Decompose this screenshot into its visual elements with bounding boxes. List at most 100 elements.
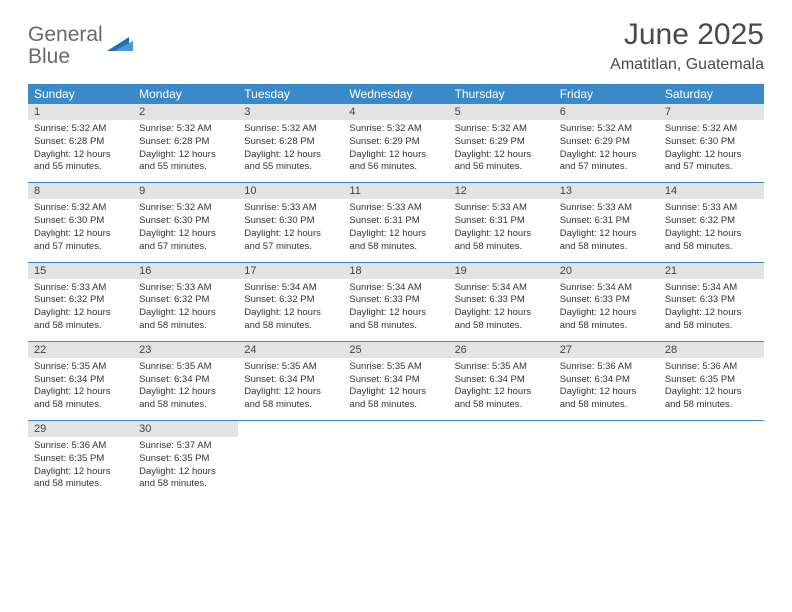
sunset-line: Sunset: 6:33 PM (455, 294, 548, 307)
day-content-cell: Sunrise: 5:32 AMSunset: 6:29 PMDaylight:… (554, 120, 659, 183)
location-label: Amatitlan, Guatemala (610, 56, 764, 74)
sunrise-line: Sunrise: 5:33 AM (244, 202, 337, 215)
sunset-line: Sunset: 6:33 PM (349, 294, 442, 307)
header: General Blue June 2025 Amatitlan, Guatem… (28, 18, 764, 74)
sunset-line: Sunset: 6:28 PM (244, 136, 337, 149)
daylight-line: Daylight: 12 hours and 55 minutes. (139, 149, 232, 175)
sunrise-line: Sunrise: 5:37 AM (139, 440, 232, 453)
logo-line1: General (28, 24, 103, 46)
day-number-cell: 1 (28, 104, 133, 120)
daylight-line: Daylight: 12 hours and 58 minutes. (665, 307, 758, 333)
daylight-line: Daylight: 12 hours and 57 minutes. (560, 149, 653, 175)
day-content-cell: Sunrise: 5:32 AMSunset: 6:30 PMDaylight:… (659, 120, 764, 183)
day-content-cell: Sunrise: 5:33 AMSunset: 6:31 PMDaylight:… (343, 199, 448, 262)
day-of-week-header: Saturday (659, 84, 764, 104)
day-of-week-row: SundayMondayTuesdayWednesdayThursdayFrid… (28, 84, 764, 104)
sunset-line: Sunset: 6:35 PM (34, 453, 127, 466)
day-content-cell: Sunrise: 5:35 AMSunset: 6:34 PMDaylight:… (133, 358, 238, 421)
sunset-line: Sunset: 6:31 PM (349, 215, 442, 228)
day-number-cell (343, 421, 448, 437)
day-content-row: Sunrise: 5:32 AMSunset: 6:30 PMDaylight:… (28, 199, 764, 262)
day-number-row: 1234567 (28, 104, 764, 120)
day-content-row: Sunrise: 5:33 AMSunset: 6:32 PMDaylight:… (28, 279, 764, 342)
sunset-line: Sunset: 6:35 PM (665, 374, 758, 387)
day-content-cell (554, 437, 659, 499)
daylight-line: Daylight: 12 hours and 58 minutes. (560, 386, 653, 412)
daylight-line: Daylight: 12 hours and 58 minutes. (665, 386, 758, 412)
sunrise-line: Sunrise: 5:33 AM (665, 202, 758, 215)
sunrise-line: Sunrise: 5:32 AM (244, 123, 337, 136)
daylight-line: Daylight: 12 hours and 58 minutes. (244, 307, 337, 333)
day-of-week-header: Friday (554, 84, 659, 104)
daylight-line: Daylight: 12 hours and 58 minutes. (455, 307, 548, 333)
day-of-week-header: Sunday (28, 84, 133, 104)
sunset-line: Sunset: 6:34 PM (560, 374, 653, 387)
day-content-row: Sunrise: 5:32 AMSunset: 6:28 PMDaylight:… (28, 120, 764, 183)
day-number-cell: 28 (659, 342, 764, 358)
day-content-cell: Sunrise: 5:32 AMSunset: 6:28 PMDaylight:… (133, 120, 238, 183)
sunset-line: Sunset: 6:34 PM (139, 374, 232, 387)
daylight-line: Daylight: 12 hours and 57 minutes. (665, 149, 758, 175)
day-number-cell: 24 (238, 342, 343, 358)
day-content-cell: Sunrise: 5:35 AMSunset: 6:34 PMDaylight:… (28, 358, 133, 421)
daylight-line: Daylight: 12 hours and 58 minutes. (455, 386, 548, 412)
day-content-cell: Sunrise: 5:32 AMSunset: 6:28 PMDaylight:… (28, 120, 133, 183)
day-number-cell: 27 (554, 342, 659, 358)
daylight-line: Daylight: 12 hours and 58 minutes. (34, 466, 127, 492)
daylight-line: Daylight: 12 hours and 58 minutes. (139, 307, 232, 333)
day-number-cell: 8 (28, 183, 133, 199)
sunrise-line: Sunrise: 5:32 AM (560, 123, 653, 136)
day-content-cell: Sunrise: 5:34 AMSunset: 6:32 PMDaylight:… (238, 279, 343, 342)
day-number-cell: 29 (28, 421, 133, 437)
sunset-line: Sunset: 6:28 PM (34, 136, 127, 149)
day-content-cell: Sunrise: 5:33 AMSunset: 6:31 PMDaylight:… (554, 199, 659, 262)
sunrise-line: Sunrise: 5:34 AM (349, 282, 442, 295)
daylight-line: Daylight: 12 hours and 58 minutes. (665, 228, 758, 254)
day-content-cell: Sunrise: 5:37 AMSunset: 6:35 PMDaylight:… (133, 437, 238, 499)
day-number-cell: 21 (659, 263, 764, 279)
day-number-cell: 18 (343, 263, 448, 279)
sunrise-line: Sunrise: 5:35 AM (349, 361, 442, 374)
day-content-cell: Sunrise: 5:35 AMSunset: 6:34 PMDaylight:… (238, 358, 343, 421)
daylight-line: Daylight: 12 hours and 58 minutes. (34, 386, 127, 412)
daylight-line: Daylight: 12 hours and 58 minutes. (349, 307, 442, 333)
sunrise-line: Sunrise: 5:33 AM (560, 202, 653, 215)
sunrise-line: Sunrise: 5:33 AM (139, 282, 232, 295)
daylight-line: Daylight: 12 hours and 58 minutes. (349, 228, 442, 254)
daylight-line: Daylight: 12 hours and 56 minutes. (349, 149, 442, 175)
day-number-cell: 30 (133, 421, 238, 437)
sunset-line: Sunset: 6:30 PM (665, 136, 758, 149)
day-number-cell: 20 (554, 263, 659, 279)
sunset-line: Sunset: 6:32 PM (665, 215, 758, 228)
day-content-cell: Sunrise: 5:33 AMSunset: 6:31 PMDaylight:… (449, 199, 554, 262)
day-number-cell: 17 (238, 263, 343, 279)
sunset-line: Sunset: 6:34 PM (244, 374, 337, 387)
day-number-cell: 3 (238, 104, 343, 120)
calendar-body: 1234567Sunrise: 5:32 AMSunset: 6:28 PMDa… (28, 104, 764, 499)
day-number-cell: 9 (133, 183, 238, 199)
sunset-line: Sunset: 6:32 PM (34, 294, 127, 307)
day-of-week-header: Thursday (449, 84, 554, 104)
day-number-row: 891011121314 (28, 183, 764, 199)
day-number-cell: 12 (449, 183, 554, 199)
day-of-week-header: Monday (133, 84, 238, 104)
sunrise-line: Sunrise: 5:33 AM (34, 282, 127, 295)
sunrise-line: Sunrise: 5:35 AM (139, 361, 232, 374)
day-number-row: 22232425262728 (28, 342, 764, 358)
logo-line2: Blue (28, 46, 103, 68)
sunset-line: Sunset: 6:32 PM (244, 294, 337, 307)
sunset-line: Sunset: 6:34 PM (34, 374, 127, 387)
logo: General Blue (28, 18, 133, 68)
daylight-line: Daylight: 12 hours and 58 minutes. (244, 386, 337, 412)
sunrise-line: Sunrise: 5:33 AM (349, 202, 442, 215)
daylight-line: Daylight: 12 hours and 58 minutes. (34, 307, 127, 333)
daylight-line: Daylight: 12 hours and 58 minutes. (560, 228, 653, 254)
sunrise-line: Sunrise: 5:35 AM (244, 361, 337, 374)
sunset-line: Sunset: 6:28 PM (139, 136, 232, 149)
daylight-line: Daylight: 12 hours and 57 minutes. (139, 228, 232, 254)
day-content-cell (343, 437, 448, 499)
sunrise-line: Sunrise: 5:36 AM (665, 361, 758, 374)
sunset-line: Sunset: 6:31 PM (560, 215, 653, 228)
sunrise-line: Sunrise: 5:32 AM (139, 202, 232, 215)
sunrise-line: Sunrise: 5:34 AM (560, 282, 653, 295)
